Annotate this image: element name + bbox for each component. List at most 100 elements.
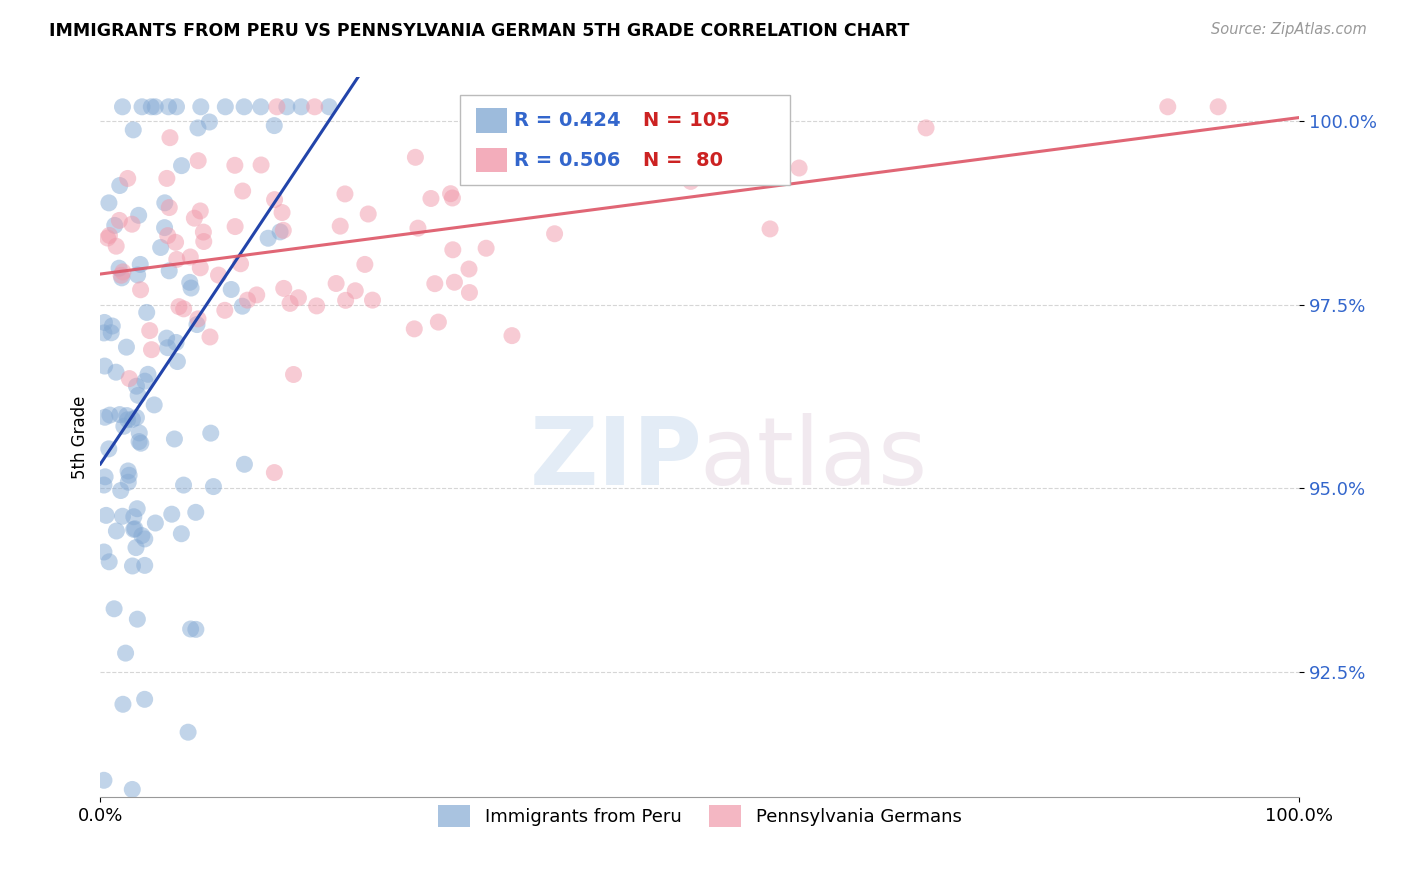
- Point: [111, 270, 134, 285]
- Point: [134, 374, 156, 388]
- Point: [357, 207, 380, 221]
- Point: [156, 171, 179, 186]
- Point: [125, 541, 148, 555]
- Point: [287, 291, 309, 305]
- Point: [97, 231, 120, 245]
- Point: [98, 228, 121, 243]
- Point: [97, 195, 120, 210]
- Point: [276, 100, 298, 114]
- Point: [105, 365, 128, 379]
- Point: [110, 268, 132, 283]
- Point: [441, 243, 464, 257]
- Point: [423, 277, 446, 291]
- Point: [129, 257, 152, 271]
- Point: [134, 692, 156, 706]
- Point: [250, 158, 273, 172]
- Point: [157, 201, 180, 215]
- Point: [111, 698, 134, 712]
- Text: Source: ZipAtlas.com: Source: ZipAtlas.com: [1211, 22, 1367, 37]
- Point: [166, 354, 188, 368]
- Point: [108, 261, 131, 276]
- Point: [404, 150, 426, 164]
- Point: [118, 371, 141, 385]
- Point: [198, 330, 221, 344]
- Point: [122, 509, 145, 524]
- Point: [143, 516, 166, 530]
- Text: R = 0.506: R = 0.506: [515, 151, 620, 169]
- Point: [427, 315, 450, 329]
- Point: [156, 341, 179, 355]
- Point: [159, 130, 181, 145]
- Point: [290, 100, 312, 114]
- Point: [93, 326, 115, 340]
- Point: [94, 470, 117, 484]
- Legend: Immigrants from Peru, Pennsylvania Germans: Immigrants from Peru, Pennsylvania Germa…: [430, 798, 969, 835]
- Point: [127, 268, 149, 282]
- Point: [278, 296, 301, 310]
- Point: [128, 434, 150, 449]
- FancyBboxPatch shape: [475, 148, 506, 172]
- Point: [111, 509, 134, 524]
- Point: [184, 623, 207, 637]
- Point: [128, 425, 150, 440]
- Text: N =  80: N = 80: [644, 151, 724, 169]
- Point: [439, 186, 461, 201]
- Point: [335, 293, 357, 308]
- Point: [117, 171, 139, 186]
- Point: [93, 315, 115, 329]
- Point: [115, 409, 138, 423]
- Point: [124, 522, 146, 536]
- Point: [458, 262, 481, 277]
- Point: [179, 276, 201, 290]
- Point: [1157, 100, 1180, 114]
- Point: [93, 478, 115, 492]
- Point: [108, 213, 131, 227]
- Point: [129, 283, 152, 297]
- Point: [108, 408, 131, 422]
- Point: [157, 264, 180, 278]
- Point: [143, 398, 166, 412]
- Point: [501, 328, 523, 343]
- Point: [117, 464, 139, 478]
- Point: [104, 219, 127, 233]
- Point: [134, 558, 156, 573]
- Point: [121, 782, 143, 797]
- Text: IMMIGRANTS FROM PERU VS PENNSYLVANIA GERMAN 5TH GRADE CORRELATION CHART: IMMIGRANTS FROM PERU VS PENNSYLVANIA GER…: [49, 22, 910, 40]
- Point: [273, 281, 295, 295]
- Text: R = 0.424: R = 0.424: [515, 112, 620, 130]
- Point: [129, 436, 152, 450]
- Point: [236, 293, 259, 307]
- Point: [190, 100, 212, 114]
- Point: [186, 318, 208, 332]
- Point: [179, 250, 201, 264]
- Point: [98, 555, 121, 569]
- Point: [180, 281, 202, 295]
- Point: [149, 240, 172, 254]
- Point: [193, 225, 215, 239]
- Point: [229, 257, 252, 271]
- Point: [183, 211, 205, 226]
- Point: [131, 528, 153, 542]
- Point: [246, 288, 269, 302]
- Point: [127, 612, 149, 626]
- Point: [128, 208, 150, 222]
- Point: [111, 265, 134, 279]
- Point: [105, 524, 128, 538]
- Point: [165, 335, 187, 350]
- Point: [141, 100, 163, 114]
- Point: [156, 228, 179, 243]
- Point: [263, 119, 285, 133]
- Point: [404, 322, 426, 336]
- Point: [271, 205, 294, 219]
- Point: [759, 222, 782, 236]
- Point: [249, 100, 271, 114]
- Point: [135, 305, 157, 319]
- Point: [173, 478, 195, 492]
- Point: [305, 299, 328, 313]
- Point: [114, 646, 136, 660]
- Point: [143, 100, 166, 114]
- Point: [98, 408, 121, 422]
- Point: [121, 559, 143, 574]
- Point: [214, 100, 236, 114]
- Point: [122, 522, 145, 536]
